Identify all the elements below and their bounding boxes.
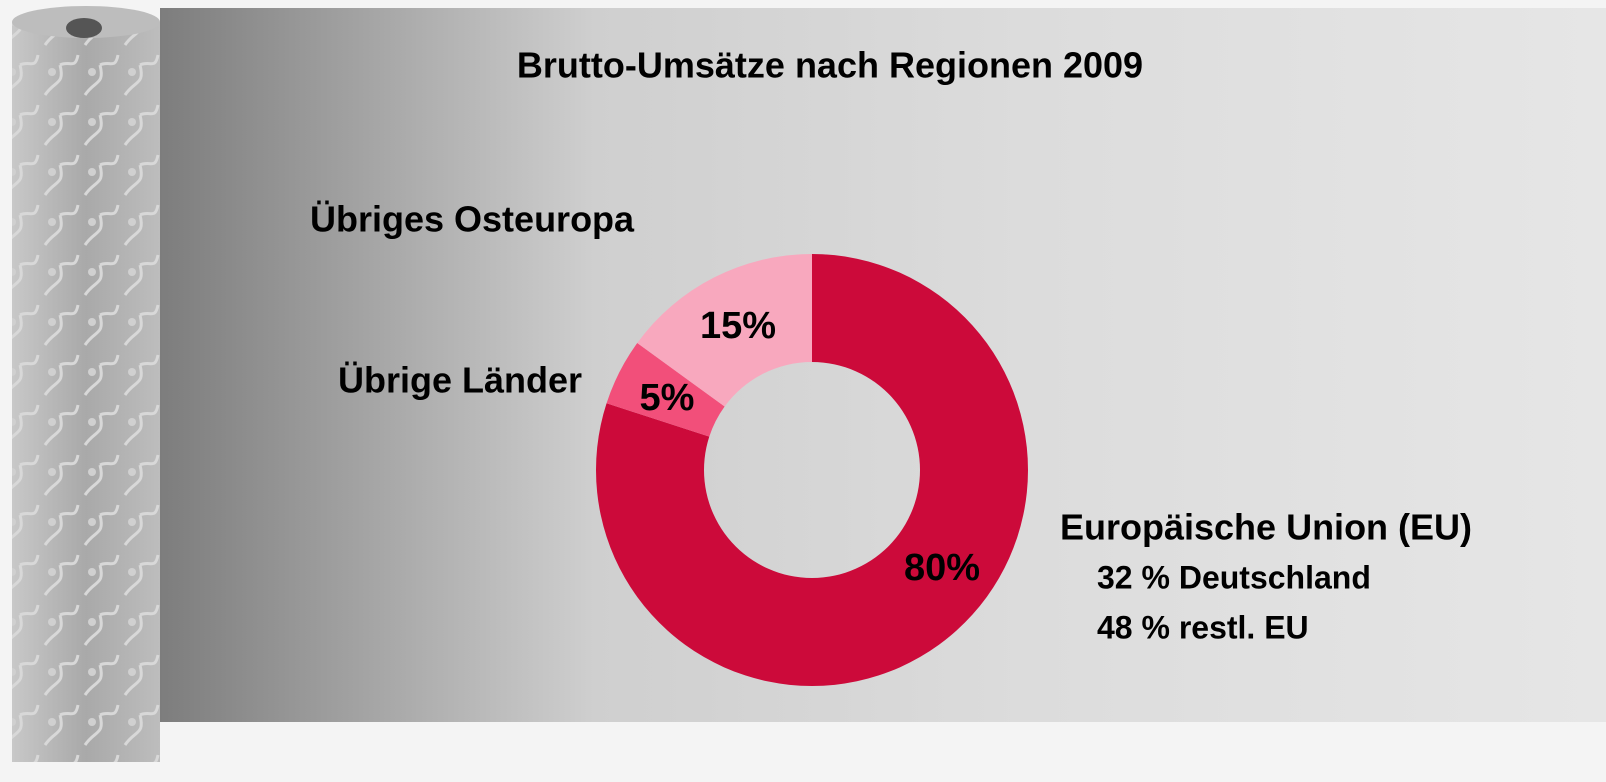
annotation: 32 % Deutschland (1097, 559, 1371, 595)
value-label: 80% (904, 547, 980, 589)
chart-title: Brutto-Umsätze nach Regionen 2009 (517, 45, 1143, 86)
category-label: Europäische Union (EU) (1060, 507, 1472, 548)
category-label: Übriges Osteuropa (310, 199, 635, 240)
roll-pattern (12, 22, 160, 762)
value-label: 15% (700, 305, 776, 347)
value-label: 5% (640, 377, 695, 419)
category-label: Übrige Länder (338, 360, 582, 401)
roll-hole (66, 18, 102, 38)
annotation: 48 % restl. EU (1097, 609, 1309, 645)
page: Brutto-Umsätze nach Regionen 2009 32 % D… (0, 0, 1606, 782)
chart: Brutto-Umsätze nach Regionen 2009 32 % D… (0, 0, 1606, 782)
